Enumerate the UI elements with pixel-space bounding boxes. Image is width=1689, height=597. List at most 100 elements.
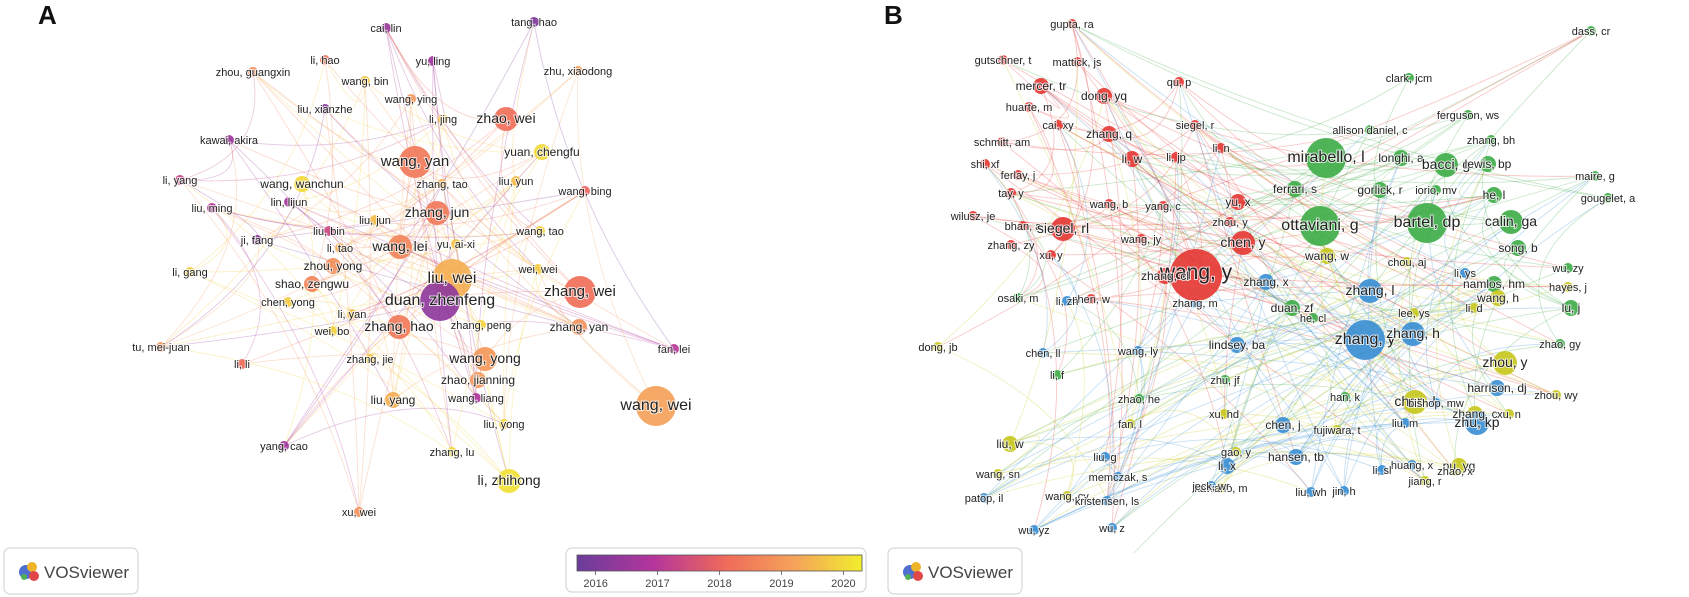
panel-b-label-song-b: song, b: [1498, 241, 1538, 255]
panel-a-edge: [480, 320, 675, 350]
panel-b-label-huang-x: huang, x: [1391, 460, 1434, 472]
panel-b-edge: [1195, 274, 1569, 288]
panel-b-edge: [1010, 192, 1428, 224]
panel-b-label-dong-jb: dong, jb: [918, 342, 957, 354]
panel-b-edge: [1131, 157, 1402, 176]
panel-b-node-liu-g: [1100, 452, 1110, 462]
vosviewer-logo-icon: [19, 562, 39, 581]
panel-b-edge: [1265, 281, 1413, 466]
panel-a-node-liu-yang: [385, 392, 401, 408]
panel-a-edge: [189, 59, 326, 273]
panel-a-edge: [179, 118, 444, 182]
panel-a-node-liu-ming: [207, 203, 217, 213]
panel-b-label-fan-l: fan, l: [1118, 419, 1142, 431]
panel-b-node-he-cl: [1308, 313, 1318, 323]
panel-b-label-ottaviani-g: ottaviani, g: [1281, 217, 1358, 234]
panel-a-vosviewer-label: VOSviewer: [44, 563, 129, 582]
panel-b-edge: [1040, 85, 1406, 424]
panel-b-node-wang-cy: [1062, 491, 1072, 501]
panel-b-label-wu-z: wu, z: [1098, 523, 1125, 535]
panel-b-node-zhang-y: [1345, 320, 1385, 360]
panel-a-label-zhang-hao: zhang, hao: [364, 318, 433, 334]
panel-b-node-ferlay-j: [1013, 170, 1023, 180]
panel-b-edge: [1108, 203, 1244, 245]
panel-b-node-siegel-r: [1190, 120, 1200, 130]
panel-b-node-li-jp: [1171, 152, 1181, 162]
panel-b-label-zhou-wy: zhou, wy: [1534, 390, 1578, 402]
panel-a-edge: [398, 190, 586, 328]
panel-b-node-kristensen-ls: [1102, 496, 1112, 506]
panel-a-label-zhang-yan: zhang, yan: [550, 320, 609, 334]
panel-a-label-xu-wei: xu, wei: [342, 507, 376, 519]
panel-b-label-zhao-gy: zhao, gy: [1539, 339, 1581, 351]
panel-b-edge: [1226, 129, 1371, 467]
panel-b-edge: [997, 398, 1140, 475]
panel-a-edge: [288, 183, 443, 213]
panel-b-edge: [1425, 194, 1495, 404]
panel-b-edge: [1444, 163, 1489, 274]
panel-b-label-osaki-m: osaki, m: [998, 293, 1039, 305]
panel-b-node-wu-zy: [1563, 263, 1573, 273]
panel-a-label-liu-yang: liu, yang: [371, 393, 416, 407]
panel-b-edge: [1106, 429, 1338, 502]
panel-a-label-liu-wei: liu, wei: [428, 270, 477, 287]
panel-b-node-jiang-r: [1420, 476, 1430, 486]
panel-a-edge: [410, 98, 539, 270]
panel-b-label-zhao-x: zhao, x: [1437, 466, 1473, 478]
panel-b-label-huarte-m: huarte, m: [1006, 102, 1052, 114]
panel-a-edge: [189, 271, 505, 425]
panel-a-label-lin-lijun: lin, lijun: [271, 197, 308, 209]
panel-b-label-pu-yg: pu, yg: [1443, 459, 1476, 473]
panel-a-edge: [179, 179, 580, 328]
panel-b-label-chen-w: chen, w: [1072, 294, 1110, 306]
panel-b-edge: [1229, 30, 1592, 223]
panel-b-label-maire-g: maire, g: [1575, 171, 1615, 183]
panel-a-node-zhou-yong: [325, 258, 341, 274]
panel-b-label-kawano-m: kawano, m: [1194, 483, 1247, 495]
panel-a-edge: [351, 180, 517, 315]
panel-a-node-liu-xianzhe: [320, 104, 330, 114]
panel-b-edge: [1010, 30, 1592, 246]
panel-b-edge: [1009, 442, 1074, 497]
panel-b-edge: [1071, 23, 1197, 276]
panel-b-node-li-w: [1124, 151, 1140, 167]
panel-a-label-wang-wanchun: wang, wanchun: [259, 177, 343, 191]
panel-b-node-memczak-s: [1113, 472, 1123, 482]
panel-b-node-huang-x: [1407, 460, 1417, 470]
panel-b-edge: [1040, 85, 1239, 203]
panel-b-node-dong-jb: [933, 342, 943, 352]
panel-b-edge: [1057, 124, 1293, 309]
panel-b-label-lu-j: lu, j: [1562, 301, 1581, 315]
panel-b-label-harrison-dj: harrison, dj: [1467, 381, 1526, 395]
panel-b-edge: [1294, 188, 1569, 269]
panel-a-node-li-zhihong: [497, 469, 521, 493]
panel-a-edge: [399, 246, 675, 350]
panel-b-edge: [1057, 124, 1088, 302]
panel-a-label-liu-yong: liu, yong: [484, 419, 525, 431]
panel-a-edge: [179, 139, 234, 181]
panel-b-node-zhou-y: [1225, 217, 1235, 227]
panel-b-label-li-f: li, f: [1050, 370, 1065, 382]
panel-b-node-zhang-q: [1101, 126, 1117, 142]
panel-a-edge: [385, 27, 477, 399]
panel-b-edge: [1108, 133, 1414, 335]
panel-b-edge: [1076, 61, 1328, 257]
panel-a-node-zhang-jie: [365, 354, 375, 364]
panel-b-edge: [1066, 302, 1196, 497]
panel-b-edge: [1210, 312, 1415, 487]
panel-a-edge: [160, 268, 539, 348]
panel-a-edge: [324, 59, 366, 102]
panel-a-edge: [328, 212, 438, 236]
panel-a-node-wang-lei: [388, 235, 412, 259]
panel-b-node-mattick-js: [1072, 57, 1082, 67]
panel-a-label-wang-tao: wang, tao: [515, 226, 564, 238]
panel-a-node-tang-hao: [529, 17, 539, 27]
panel-a-label-liu-yun: liu, yun: [499, 176, 534, 188]
panel-b-edge: [1103, 95, 1569, 269]
panel-b-label-tay-y: tay, y: [998, 188, 1024, 200]
panel-b-label-yang-c: yang, c: [1145, 201, 1181, 213]
panel-b-node-wang-sn: [993, 469, 1003, 479]
panel-a-label-zhang-tao: zhang, tao: [416, 179, 467, 191]
panel-b-edge: [1210, 362, 1506, 487]
panel-b-edge: [1017, 297, 1456, 472]
